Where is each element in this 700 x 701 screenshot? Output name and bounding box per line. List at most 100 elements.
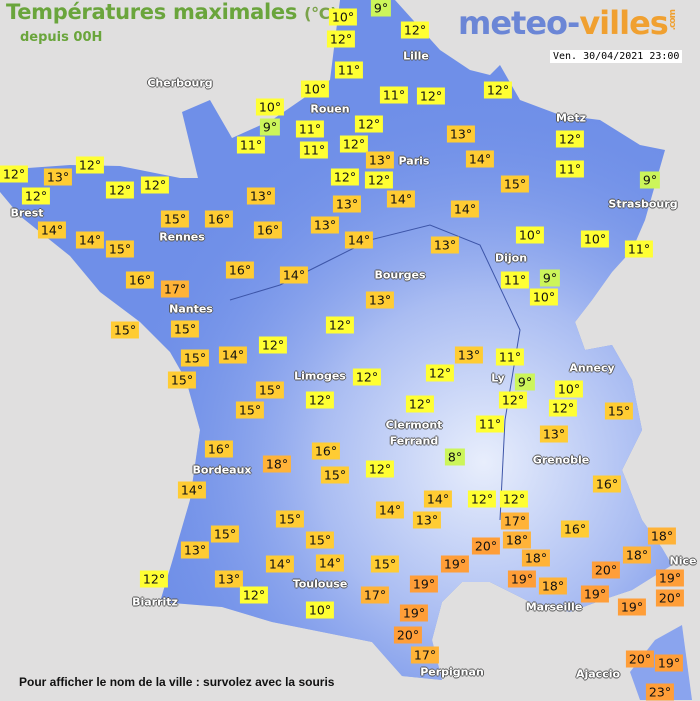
temperature-marker[interactable]: 18° — [262, 455, 292, 473]
temperature-marker[interactable]: 14° — [37, 221, 67, 239]
temperature-marker[interactable]: 12° — [548, 399, 578, 417]
temperature-marker[interactable]: 17° — [410, 646, 440, 664]
temperature-marker[interactable]: 12° — [258, 336, 288, 354]
temperature-marker[interactable]: 11° — [334, 61, 364, 79]
temperature-marker[interactable]: 18° — [647, 527, 677, 545]
temperature-marker[interactable]: 11° — [495, 348, 525, 366]
temperature-marker[interactable]: 10° — [580, 230, 610, 248]
temperature-marker[interactable]: 13° — [412, 511, 442, 529]
temperature-marker[interactable]: 15° — [370, 555, 400, 573]
temperature-marker[interactable]: 10° — [255, 98, 285, 116]
temperature-marker[interactable]: 14° — [177, 481, 207, 499]
temperature-marker[interactable]: 19° — [399, 604, 429, 622]
temperature-marker[interactable]: 15° — [320, 466, 350, 484]
temperature-marker[interactable]: 18° — [502, 531, 532, 549]
temperature-marker[interactable]: 15° — [604, 402, 634, 420]
temperature-marker[interactable]: 13° — [310, 216, 340, 234]
temperature-marker[interactable]: 19° — [617, 598, 647, 616]
temperature-marker[interactable]: 15° — [305, 531, 335, 549]
temperature-marker[interactable]: 17° — [360, 586, 390, 604]
temperature-marker[interactable]: 11° — [236, 136, 266, 154]
temperature-marker[interactable]: 16° — [125, 271, 155, 289]
temperature-marker[interactable]: 12° — [365, 460, 395, 478]
temperature-marker[interactable]: 10° — [300, 80, 330, 98]
temperature-marker[interactable]: 12° — [339, 135, 369, 153]
temperature-marker[interactable]: 19° — [409, 575, 439, 593]
temperature-marker[interactable]: 13° — [246, 187, 276, 205]
temperature-marker[interactable]: 12° — [21, 187, 51, 205]
temperature-marker[interactable]: 14° — [279, 266, 309, 284]
temperature-marker[interactable]: 14° — [75, 231, 105, 249]
temperature-marker[interactable]: 20° — [625, 650, 655, 668]
temperature-marker[interactable]: 13° — [539, 425, 569, 443]
temperature-marker[interactable]: 15° — [110, 321, 140, 339]
temperature-marker[interactable]: 9° — [259, 118, 281, 136]
temperature-marker[interactable]: 23° — [645, 683, 675, 701]
temperature-marker[interactable]: 13° — [365, 291, 395, 309]
temperature-marker[interactable]: 12° — [239, 586, 269, 604]
temperature-marker[interactable]: 18° — [521, 549, 551, 567]
temperature-marker[interactable]: 18° — [622, 546, 652, 564]
temperature-marker[interactable]: 13° — [332, 195, 362, 213]
temperature-marker[interactable]: 19° — [580, 585, 610, 603]
temperature-marker[interactable]: 16° — [592, 475, 622, 493]
temperature-marker[interactable]: 9° — [639, 171, 661, 189]
temperature-marker[interactable]: 13° — [43, 168, 73, 186]
temperature-marker[interactable]: 12° — [105, 181, 135, 199]
temperature-marker[interactable]: 14° — [265, 555, 295, 573]
temperature-marker[interactable]: 17° — [160, 280, 190, 298]
temperature-marker[interactable]: 10° — [328, 8, 358, 26]
temperature-marker[interactable]: 12° — [555, 130, 585, 148]
temperature-marker[interactable]: 12° — [416, 87, 446, 105]
temperature-marker[interactable]: 20° — [393, 626, 423, 644]
temperature-marker[interactable]: 16° — [225, 261, 255, 279]
temperature-marker[interactable]: 12° — [405, 395, 435, 413]
temperature-marker[interactable]: 12° — [364, 171, 394, 189]
temperature-marker[interactable]: 11° — [500, 271, 530, 289]
temperature-marker[interactable]: 16° — [560, 520, 590, 538]
temperature-marker[interactable]: 14° — [375, 501, 405, 519]
temperature-marker[interactable]: 15° — [180, 349, 210, 367]
temperature-marker[interactable]: 13° — [454, 346, 484, 364]
temperature-marker[interactable]: 11° — [299, 141, 329, 159]
temperature-marker[interactable]: 15° — [105, 240, 135, 258]
temperature-marker[interactable]: 10° — [529, 288, 559, 306]
temperature-marker[interactable]: 12° — [499, 490, 529, 508]
temperature-marker[interactable]: 15° — [255, 381, 285, 399]
temperature-marker[interactable]: 12° — [425, 364, 455, 382]
temperature-marker[interactable]: 15° — [235, 401, 265, 419]
temperature-marker[interactable]: 12° — [400, 21, 430, 39]
temperature-marker[interactable]: 18° — [538, 577, 568, 595]
temperature-marker[interactable]: 16° — [311, 442, 341, 460]
temperature-marker[interactable]: 12° — [305, 391, 335, 409]
temperature-marker[interactable]: 14° — [315, 554, 345, 572]
temperature-marker[interactable]: 14° — [386, 190, 416, 208]
temperature-marker[interactable]: 12° — [483, 81, 513, 99]
temperature-marker[interactable]: 15° — [275, 510, 305, 528]
temperature-marker[interactable]: 14° — [344, 231, 374, 249]
temperature-marker[interactable]: 19° — [440, 555, 470, 573]
temperature-marker[interactable]: 14° — [450, 200, 480, 218]
temperature-marker[interactable]: 13° — [430, 236, 460, 254]
temperature-marker[interactable]: 13° — [214, 570, 244, 588]
temperature-marker[interactable]: 15° — [167, 371, 197, 389]
temperature-marker[interactable]: 10° — [515, 226, 545, 244]
temperature-marker[interactable]: 20° — [591, 561, 621, 579]
temperature-marker[interactable]: 10° — [554, 380, 584, 398]
temperature-marker[interactable]: 13° — [365, 151, 395, 169]
temperature-marker[interactable]: 9° — [370, 0, 392, 17]
temperature-marker[interactable]: 12° — [326, 30, 356, 48]
temperature-marker[interactable]: 12° — [140, 176, 170, 194]
temperature-marker[interactable]: 12° — [467, 490, 497, 508]
meteo-villes-logo[interactable]: meteo-villes.com — [458, 4, 678, 42]
temperature-marker[interactable]: 8° — [444, 448, 466, 466]
temperature-marker[interactable]: 12° — [75, 156, 105, 174]
temperature-marker[interactable]: 15° — [160, 210, 190, 228]
temperature-marker[interactable]: 14° — [218, 346, 248, 364]
temperature-marker[interactable]: 14° — [423, 490, 453, 508]
temperature-marker[interactable]: 11° — [379, 86, 409, 104]
temperature-marker[interactable]: 11° — [475, 415, 505, 433]
temperature-marker[interactable]: 12° — [0, 165, 29, 183]
temperature-marker[interactable]: 13° — [180, 541, 210, 559]
temperature-marker[interactable]: 15° — [500, 175, 530, 193]
